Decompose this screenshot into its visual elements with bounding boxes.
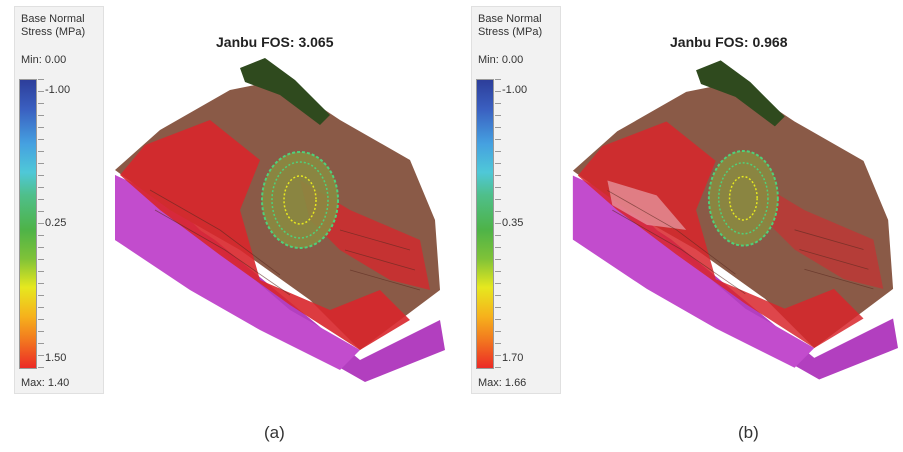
red-zone <box>120 120 410 350</box>
red-zone-right <box>755 180 884 289</box>
green-hilltop <box>696 60 785 127</box>
color-legend: Base Normal Stress (MPa) Min: 0.00 -1.00… <box>471 6 561 394</box>
slope-3d-model <box>115 58 445 382</box>
slope-3d-model <box>572 60 898 380</box>
colorbar <box>19 79 37 369</box>
purple-base-layer <box>115 175 445 382</box>
legend-title: Base Normal Stress (MPa) <box>21 13 86 38</box>
purple-slope-face <box>115 175 360 370</box>
color-legend: Base Normal Stress (MPa) Min: 0.00 -1.00… <box>14 6 104 394</box>
colorbar <box>476 79 494 369</box>
terrace-lines <box>607 190 874 295</box>
legend-max-label: Max: 1.40 <box>21 377 70 389</box>
legend-mid-value: 0.25 <box>45 217 67 229</box>
colorbar-ticks <box>495 79 501 369</box>
legend-bottom-value: 1.70 <box>502 352 524 364</box>
panel-caption: (b) <box>738 423 759 442</box>
purple-slope-face <box>572 175 815 368</box>
legend-top-value: -1.00 <box>45 84 71 96</box>
colorbar-ticks <box>38 79 44 369</box>
green-hilltop <box>240 58 330 125</box>
legend-title: Base Normal Stress (MPa) <box>478 13 543 38</box>
terrace-lines <box>149 189 421 296</box>
legend-top-value: -1.00 <box>502 84 528 96</box>
slip-surface-mesh <box>261 151 339 249</box>
panel-b: Base Normal Stress (MPa) Min: 0.00 -1.00… <box>451 0 902 452</box>
pink-zone <box>607 180 687 230</box>
panel-a: Base Normal Stress (MPa) Min: 0.00 -1.00… <box>0 0 451 452</box>
purple-base-layer <box>572 175 898 380</box>
legend-min-label: Min: 0.00 <box>21 54 67 66</box>
legend-mid-value: 0.35 <box>502 217 524 229</box>
red-zone <box>577 121 864 349</box>
fos-title: Janbu FOS: 3.065 <box>216 34 334 50</box>
slip-surface-mesh <box>707 150 779 247</box>
panel-caption: (a) <box>264 423 285 442</box>
fos-title: Janbu FOS: 0.968 <box>670 34 788 50</box>
legend-bottom-value: 1.50 <box>45 352 67 364</box>
legend-max-label: Max: 1.66 <box>478 377 527 389</box>
legend-min-label: Min: 0.00 <box>478 54 524 66</box>
